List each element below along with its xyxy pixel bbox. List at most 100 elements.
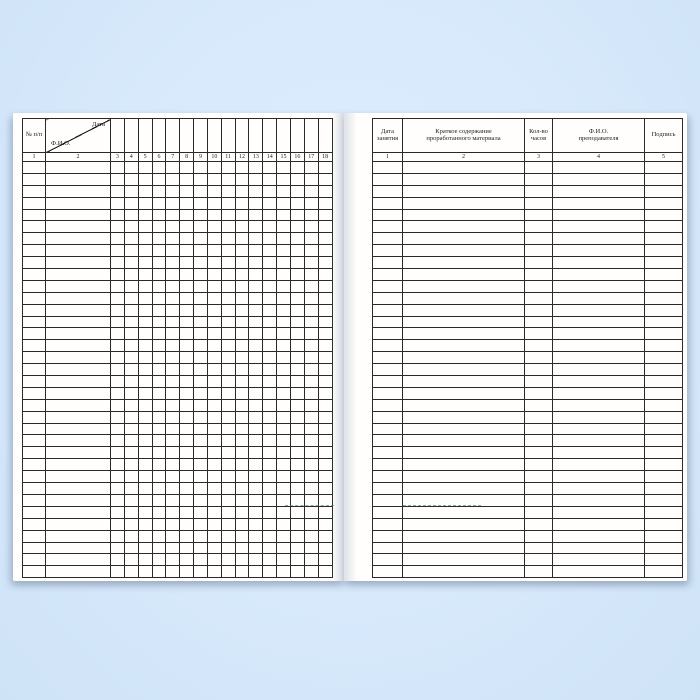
attendance-grid-cell [193,327,208,341]
attendance-grid-cell [137,184,153,198]
attendance-grid-cell [123,517,139,531]
lesson-record-cell [402,422,525,436]
attendance-grid-cell [262,184,278,198]
attendance-grid-cell [303,470,319,484]
attendance-grid-cell [206,244,222,258]
attendance-grid-cell [165,279,181,293]
date-header-cell [193,118,208,153]
attendance-grid-cell [317,470,333,484]
attendance-grid-cell [22,482,46,495]
attendance-grid-cell [110,446,125,460]
column-index-cell: 5 [137,152,153,162]
attendance-grid-cell [220,482,236,495]
lesson-record-row [372,434,683,448]
attendance-grid-cell [165,470,181,484]
attendance-grid-cell [206,470,222,484]
lesson-record-cell [552,172,645,186]
attendance-grid-cell [137,363,153,377]
attendance-grid-cell [193,470,208,484]
attendance-grid-cell [151,184,167,198]
lesson-record-cell [644,553,683,567]
lesson-record-cell [372,351,403,365]
attendance-grid-cell [303,256,319,270]
lesson-record-cell [644,244,683,258]
attendance-grid-cell [151,446,167,460]
attendance-grid-cell [179,208,195,222]
attendance-grid-cell [262,565,278,579]
lesson-record-cell [552,315,645,329]
attendance-grid-cell [22,493,46,507]
attendance-grid-cell [317,315,333,329]
attendance-grid-cell [248,161,264,174]
lesson-record-row [372,208,683,222]
attendance-grid-cell [289,553,305,567]
attendance-grid-cell [276,529,291,543]
attendance-grid-cell [276,184,291,198]
lesson-record-row [372,268,683,281]
attendance-grid-cell [151,375,167,388]
attendance-grid-cell [262,303,278,317]
lesson-record-row [372,363,683,377]
attendance-grid-cell [234,422,250,436]
lesson-record-row [372,553,683,567]
attendance-grid-cell [123,232,139,246]
attendance-grid-cell [45,386,111,400]
attendance-grid-cell [165,517,181,531]
attendance-grid-cell [22,458,46,472]
attendance-table-body: № п/п Дата Ф.И.О. 1 2 3 4 5 6 7 8 9 10 11 12 13 14 15 16 17… [22,118,333,579]
attendance-grid-cell [179,184,195,198]
attendance-grid-cell [165,232,181,246]
attendance-grid-cell [193,256,208,270]
lesson-record-cell [644,256,683,270]
attendance-table: № п/п Дата Ф.И.О. 1 2 3 4 5 6 7 8 9 10 11 12 13 14 15 16 17… [22,118,333,579]
attendance-row [22,375,333,388]
attendance-grid-cell [151,327,167,341]
attendance-grid-cell [179,446,195,460]
attendance-grid-cell [179,493,195,507]
attendance-grid-cell [123,565,139,579]
attendance-grid-cell [179,327,195,341]
attendance-grid-cell [276,339,291,353]
lesson-record-cell [644,220,683,234]
lesson-record-cell [372,172,403,186]
attendance-grid-cell [317,517,333,531]
lesson-record-cell [644,363,683,377]
attendance-grid-cell [262,517,278,531]
attendance-grid-cell [45,291,111,305]
attendance-grid-cell [289,434,305,448]
attendance-grid-cell [137,541,153,555]
attendance-grid-cell [151,208,167,222]
column-index-cell: 3 [524,152,553,162]
attendance-grid-cell [151,196,167,210]
attendance-grid-cell [45,434,111,448]
attendance-grid-cell [234,161,250,174]
attendance-grid-cell [193,446,208,460]
attendance-grid-cell [165,434,181,448]
attendance-grid-cell [110,375,125,388]
attendance-grid-cell [248,434,264,448]
column-index-cell: 17 [303,152,319,162]
attendance-grid-cell [110,232,125,246]
lesson-record-cell [552,375,645,388]
attendance-grid-cell [193,541,208,555]
attendance-grid-cell [289,339,305,353]
attendance-grid-cell [276,363,291,377]
lesson-record-cell [524,351,553,365]
attendance-grid-cell [317,208,333,222]
attendance-grid-cell [303,327,319,341]
attendance-grid-cell [289,291,305,305]
attendance-grid-cell [123,482,139,495]
column-index-cell: 9 [193,152,208,162]
attendance-grid-cell [137,398,153,412]
attendance-grid-cell [22,529,46,543]
lesson-record-cell [372,541,403,555]
attendance-grid-cell [220,422,236,436]
attendance-grid-cell [179,505,195,519]
attendance-grid-cell [289,410,305,424]
attendance-grid-cell [137,458,153,472]
attendance-grid-cell [179,232,195,246]
attendance-grid-cell [179,363,195,377]
attendance-grid-cell [137,386,153,400]
row-number-header-cell: № п/п [22,118,46,153]
attendance-row [22,363,333,377]
